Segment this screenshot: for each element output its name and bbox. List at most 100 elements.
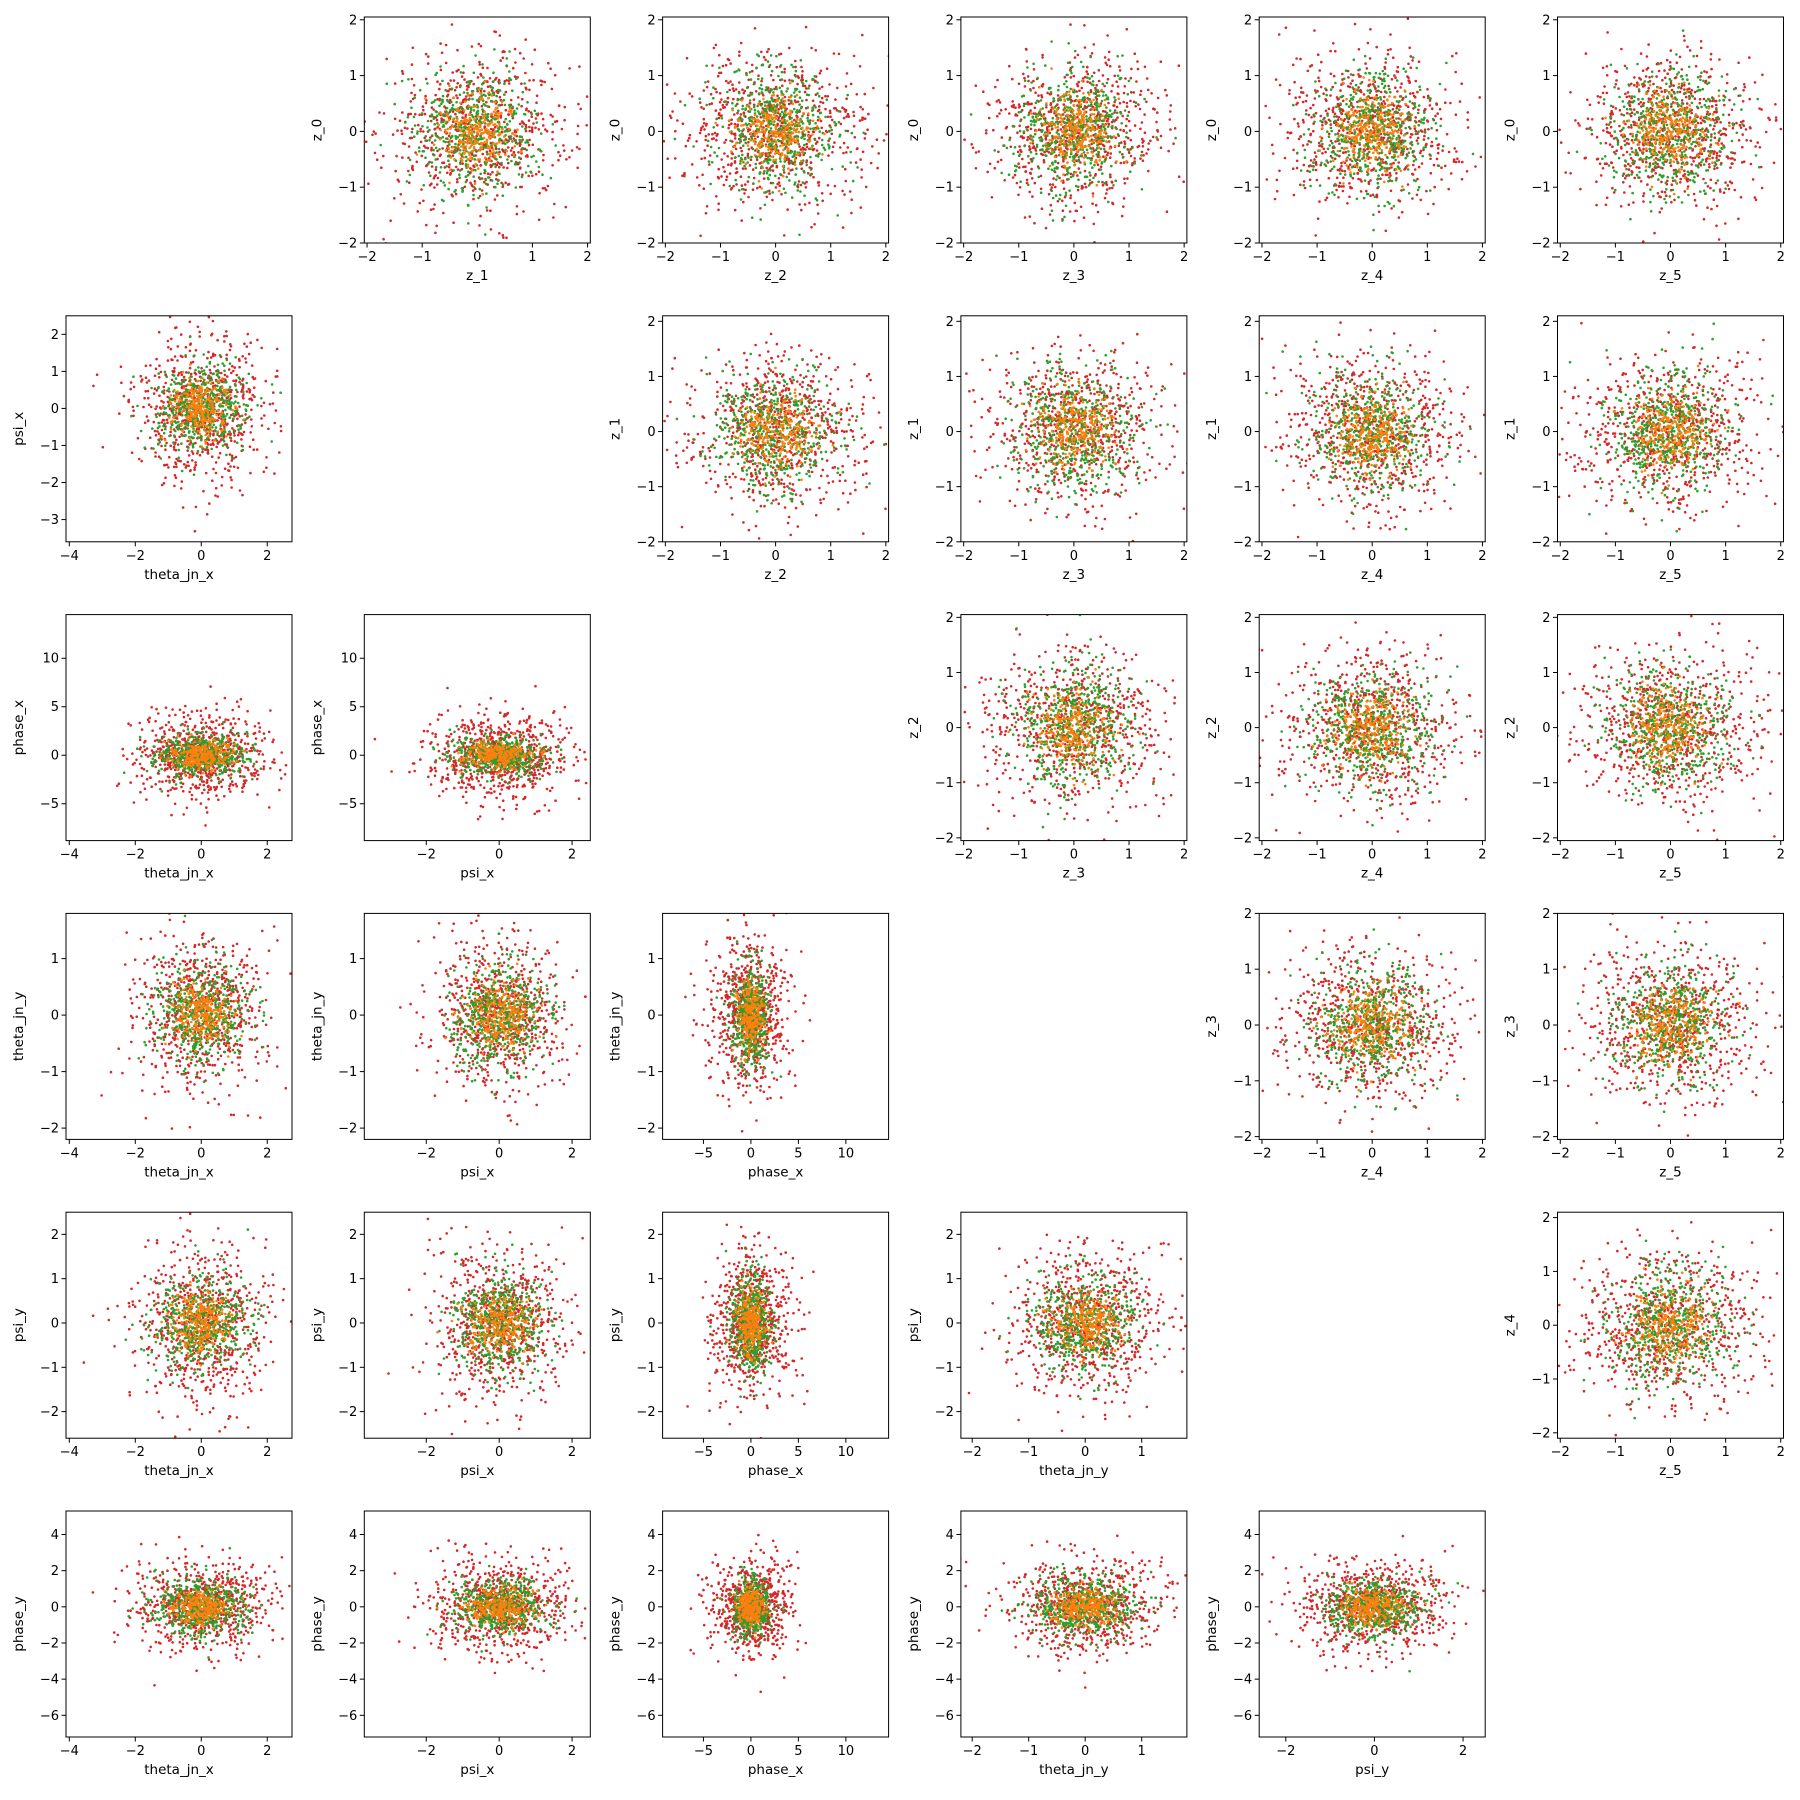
scatter-point — [500, 161, 503, 165]
scatter-point — [770, 94, 774, 97]
scatter-point — [430, 113, 434, 116]
scatter-point — [805, 180, 808, 184]
scatter-point — [1057, 153, 1061, 157]
scatter-point — [1050, 40, 1053, 43]
scatter-point — [1388, 171, 1392, 175]
scatter-point — [1097, 180, 1100, 184]
scatter-point — [760, 110, 764, 113]
scatter-point — [1047, 192, 1051, 196]
scatter-point — [553, 202, 556, 206]
scatter-point — [1338, 142, 1341, 145]
scatter-point — [507, 110, 511, 113]
scatter-point — [1255, 161, 1258, 164]
scatter-point — [429, 174, 432, 177]
scatter-point — [451, 117, 455, 121]
scatter-point — [781, 134, 785, 138]
scatter-point — [1050, 186, 1054, 189]
scatter-point — [1342, 129, 1345, 132]
scatter-point — [787, 172, 791, 175]
scatter-point — [784, 113, 788, 117]
scatter-point — [797, 130, 801, 134]
scatter-point — [1029, 119, 1033, 123]
scatter-point — [993, 166, 997, 170]
scatter-point — [763, 169, 766, 173]
scatter-point — [1076, 188, 1080, 192]
scatter-point — [454, 134, 458, 138]
scatter-point — [790, 121, 793, 124]
scatter-point — [769, 130, 773, 134]
scatter-point — [1069, 172, 1073, 176]
scatter-point — [463, 135, 467, 139]
scatter-point — [752, 182, 755, 185]
y-tick-label: 0 — [349, 125, 357, 140]
scatter-point — [1159, 146, 1163, 149]
scatter-point — [671, 110, 674, 113]
scatter-point — [549, 113, 552, 117]
scatter-point — [765, 160, 769, 163]
scatter-point — [801, 122, 805, 125]
scatter-point — [1063, 117, 1066, 120]
scatter-point — [738, 189, 741, 192]
scatter-point — [1116, 54, 1119, 58]
scatter-point — [1440, 178, 1443, 181]
scatter-point — [1077, 167, 1081, 170]
scatter-point — [502, 50, 505, 53]
scatter-point — [1095, 183, 1099, 187]
scatter-point — [525, 108, 528, 112]
scatter-point — [364, 140, 368, 143]
scatter-point — [1066, 169, 1069, 172]
scatter-point — [400, 129, 403, 132]
scatter-point — [956, 53, 959, 56]
x-tick-label: 2 — [583, 250, 591, 265]
scatter-point — [1313, 29, 1316, 32]
scatter-point — [1084, 138, 1087, 141]
scatter-point — [1429, 171, 1433, 175]
scatter-point — [440, 102, 443, 106]
scatter-point — [758, 185, 762, 189]
scatter-point — [537, 128, 541, 131]
scatter-point — [1045, 106, 1048, 109]
scatter-point — [460, 134, 464, 137]
scatter-point — [753, 117, 757, 121]
scatter-point — [1097, 111, 1100, 114]
scatter-point — [497, 88, 500, 92]
scatter-point — [503, 79, 507, 83]
scatter-point — [718, 66, 721, 70]
scatter-point — [859, 105, 862, 109]
scatter-point — [744, 136, 748, 139]
scatter-point — [794, 173, 797, 176]
scatter-point — [1091, 140, 1094, 144]
scatter-point — [1023, 102, 1026, 106]
scatter-point — [1043, 131, 1047, 134]
scatter-point — [441, 120, 445, 124]
scatter-point — [443, 166, 447, 169]
scatter-point — [469, 167, 472, 170]
scatter-point — [448, 143, 451, 146]
scatter-point — [1115, 127, 1118, 131]
scatter-point — [739, 146, 742, 150]
scatter-point — [731, 108, 734, 112]
scatter-point — [1194, 105, 1197, 108]
scatter-point — [764, 88, 768, 92]
scatter-point — [829, 111, 832, 115]
scatter-point — [788, 134, 792, 137]
scatter-point — [517, 151, 520, 154]
scatter-point — [1116, 74, 1120, 78]
scatter-point — [424, 146, 427, 149]
scatter-point — [449, 168, 452, 172]
scatter-point — [498, 150, 501, 154]
scatter-point — [444, 140, 448, 144]
scatter-point — [1315, 163, 1318, 166]
scatter-point — [1091, 202, 1094, 205]
scatter-point — [727, 81, 730, 85]
scatter-point — [718, 71, 721, 75]
scatter-point — [771, 198, 774, 202]
scatter-point — [805, 163, 808, 167]
scatter-point — [1036, 76, 1039, 80]
scatter-point — [846, 93, 849, 97]
scatter-point — [1029, 171, 1032, 175]
scatter-point — [1077, 178, 1080, 181]
scatter-point — [1069, 125, 1073, 129]
scatter-point — [514, 139, 518, 142]
scatter-point — [748, 101, 752, 105]
